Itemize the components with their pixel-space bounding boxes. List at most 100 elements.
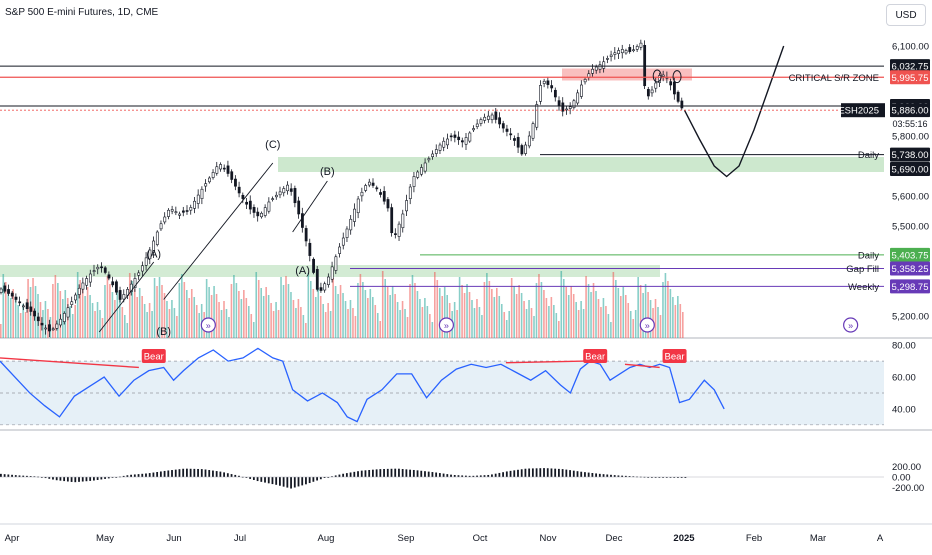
candle-body <box>248 200 252 210</box>
oscillator-bar <box>379 469 382 477</box>
candle-body <box>524 144 528 154</box>
candle-body <box>553 89 557 98</box>
volume-bar <box>190 289 193 338</box>
candle-body <box>338 246 342 254</box>
oscillator-bar <box>331 476 333 478</box>
volume-bar <box>314 297 317 338</box>
candle-body <box>304 228 308 242</box>
volume-bar <box>659 315 662 338</box>
volume-bar <box>401 301 404 338</box>
candle-body <box>420 167 423 175</box>
oscillator-bar <box>468 475 471 477</box>
volume-bar <box>483 282 486 338</box>
candle-body <box>423 162 427 172</box>
oscillator-bar <box>498 472 501 477</box>
volume-bar <box>265 287 267 338</box>
oscillator-bar <box>186 468 188 477</box>
candle-body <box>167 209 170 217</box>
oscillator-bar <box>130 474 132 477</box>
oscillator-bar <box>677 477 679 478</box>
price-axis-tick: 5,200.00 <box>892 312 929 323</box>
oscillator-bar <box>204 469 207 477</box>
volume-bar <box>143 304 146 338</box>
volume-bar <box>210 295 213 338</box>
volume-bar <box>357 283 359 338</box>
volume-bar <box>374 305 377 338</box>
volume-bar <box>151 311 153 338</box>
oscillator-bar <box>223 472 225 477</box>
volume-bar <box>91 303 94 338</box>
candle-body <box>632 49 635 52</box>
candle-body <box>40 322 44 326</box>
oscillator-bar <box>208 470 211 477</box>
volume-bar <box>431 322 434 338</box>
price-axis-tick: 5,800.00 <box>892 132 929 143</box>
volume-bar <box>96 302 99 338</box>
oscillator-bar <box>442 473 445 477</box>
candle-body <box>375 187 379 190</box>
candle-body <box>405 200 408 212</box>
oscillator-bar <box>63 477 66 482</box>
candle-body <box>55 323 59 329</box>
candle-body <box>602 61 606 69</box>
oscillator-bar <box>78 477 80 482</box>
oscillator-bar <box>587 472 590 477</box>
oscillator-bar <box>446 474 449 477</box>
candle-body <box>267 201 271 212</box>
volume-bar <box>292 300 295 338</box>
volume-bar <box>344 301 347 338</box>
candle-body <box>159 223 163 230</box>
candle-body <box>222 167 226 170</box>
candle-body <box>252 207 256 213</box>
price-tag <box>890 261 930 276</box>
volume-bar <box>205 279 208 338</box>
candle-body <box>215 166 219 174</box>
oscillator-bar <box>624 475 627 477</box>
price-tag <box>890 279 930 294</box>
candle-body <box>260 212 263 218</box>
oscillator-bar <box>405 469 408 477</box>
candle-body <box>170 209 174 212</box>
volume-bar <box>71 314 74 338</box>
oscillator-bar <box>167 470 170 477</box>
candle-body <box>561 102 565 112</box>
volume-bar <box>282 285 285 338</box>
volume-bar <box>322 304 324 338</box>
candle-body <box>565 108 568 111</box>
event-marker-icon <box>200 317 216 333</box>
oscillator-bar <box>364 470 367 477</box>
event-marker-glyph: » <box>444 321 449 331</box>
candle-body <box>204 183 208 187</box>
oscillator-bar <box>0 473 2 477</box>
volume-bar <box>384 279 386 338</box>
volume-bar <box>654 299 657 338</box>
volume-bar <box>372 297 374 338</box>
candle-body <box>501 123 505 129</box>
candle-body <box>181 210 185 213</box>
candle-body <box>624 50 628 54</box>
volume-bar <box>590 292 592 338</box>
oscillator-bar <box>513 470 516 477</box>
candle-body <box>680 100 684 109</box>
oscillator-bar <box>491 474 493 477</box>
candle-body <box>196 194 200 204</box>
candle-body <box>234 178 237 187</box>
volume-bar <box>193 297 196 338</box>
oscillator-bar <box>416 470 419 477</box>
volume-bar <box>245 298 248 338</box>
candle-body <box>416 171 420 178</box>
candle-body <box>576 92 580 104</box>
currency-button[interactable]: USD <box>886 4 926 26</box>
volume-bar <box>615 280 617 338</box>
candle-body <box>245 201 249 205</box>
volume-bar <box>12 289 14 338</box>
candle-body <box>226 165 230 174</box>
candle-body <box>22 305 25 308</box>
bear-signal-badge <box>141 349 166 363</box>
candle-body <box>62 313 66 322</box>
volume-bar <box>617 288 620 338</box>
volume-bar <box>404 309 406 338</box>
volume-bar <box>463 293 466 338</box>
